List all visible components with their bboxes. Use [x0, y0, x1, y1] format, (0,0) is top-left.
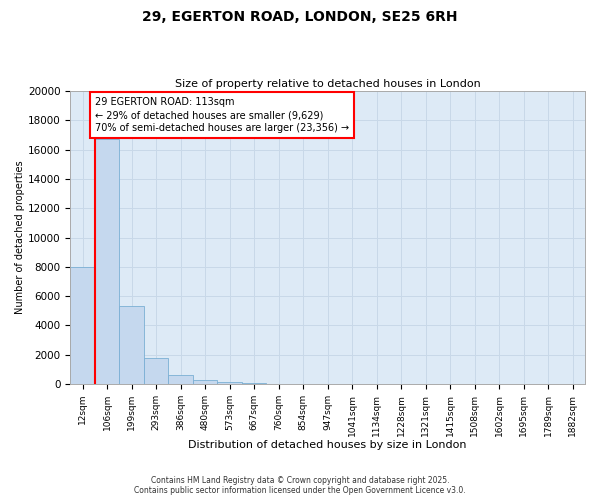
Bar [95, 140, 119, 384]
Text: 29, EGERTON ROAD, LONDON, SE25 6RH: 29, EGERTON ROAD, LONDON, SE25 6RH [142, 10, 458, 24]
Bar [217, 382, 242, 384]
Y-axis label: Number of detached properties: Number of detached properties [15, 161, 25, 314]
Bar [242, 383, 266, 384]
Title: Size of property relative to detached houses in London: Size of property relative to detached ho… [175, 79, 481, 89]
Text: Contains HM Land Registry data © Crown copyright and database right 2025.
Contai: Contains HM Land Registry data © Crown c… [134, 476, 466, 495]
Text: 29 EGERTON ROAD: 113sqm
← 29% of detached houses are smaller (9,629)
70% of semi: 29 EGERTON ROAD: 113sqm ← 29% of detache… [95, 97, 349, 134]
Bar [144, 358, 168, 384]
Bar [193, 380, 217, 384]
Bar [119, 306, 144, 384]
X-axis label: Distribution of detached houses by size in London: Distribution of detached houses by size … [188, 440, 467, 450]
Bar [70, 267, 95, 384]
Bar [168, 375, 193, 384]
